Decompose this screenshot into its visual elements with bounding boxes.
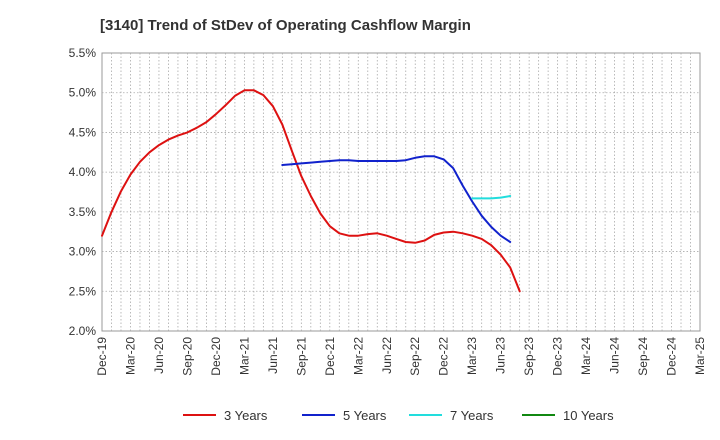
y-axis-ticks: 2.0% 2.5% 3.0% 3.5% 4.0% 4.5% 5.0% 5.5%: [69, 46, 97, 338]
x-tick-label: Dec-23: [551, 337, 565, 376]
legend: 3 Years 5 Years 7 Years 10 Years: [183, 408, 614, 423]
x-tick-label: Sep-20: [180, 337, 194, 376]
legend-label: 7 Years: [450, 408, 494, 423]
x-tick-label: Dec-21: [323, 337, 337, 376]
y-tick-label: 5.5%: [69, 46, 97, 60]
chart-title: [3140] Trend of StDev of Operating Cashf…: [100, 17, 471, 34]
x-tick-label: Mar-22: [351, 337, 365, 375]
x-tick-label: Sep-24: [636, 337, 650, 376]
x-tick-label: Mar-23: [465, 337, 479, 375]
y-tick-label: 3.0%: [69, 245, 97, 259]
x-tick-label: Sep-22: [408, 337, 422, 376]
series-line-3-years: [101, 89, 521, 293]
x-tick-label: Dec-24: [665, 337, 679, 376]
y-tick-label: 3.5%: [69, 205, 97, 219]
y-tick-label: 4.5%: [69, 125, 97, 139]
x-tick-label: Mar-25: [693, 337, 707, 375]
x-tick-label: Jun-24: [608, 337, 622, 374]
x-axis-ticks: Dec-19 Mar-20 Jun-20 Sep-20 Dec-20 Mar-21 Jun-…: [95, 337, 707, 376]
x-tick-label: Sep-21: [294, 337, 308, 376]
plot-frame: [101, 52, 701, 332]
x-tick-label: Jun-23: [494, 337, 508, 374]
y-tick-label: 4.0%: [69, 165, 97, 179]
plot-area: [101, 52, 701, 332]
x-tick-label: Sep-23: [522, 337, 536, 376]
x-tick-label: Jun-22: [380, 337, 394, 374]
x-tick-label: Mar-20: [123, 337, 137, 375]
series-line-5-years: [281, 155, 512, 243]
legend-label: 3 Years: [224, 408, 268, 423]
vertical-gridlines: [111, 53, 691, 331]
x-tick-label: Dec-22: [437, 337, 451, 376]
series-lines: [101, 89, 521, 293]
y-tick-label: 2.5%: [69, 284, 97, 298]
legend-label: 5 Years: [343, 408, 387, 423]
legend-label: 10 Years: [563, 408, 614, 423]
horizontal-gridlines: [102, 92, 700, 292]
x-tick-label: Mar-24: [579, 337, 593, 375]
x-tick-label: Dec-19: [95, 337, 109, 376]
series-line-7-years: [471, 195, 512, 200]
x-tick-label: Mar-21: [237, 337, 251, 375]
y-tick-label: 2.0%: [69, 324, 97, 338]
y-tick-label: 5.0%: [69, 86, 97, 100]
x-tick-label: Jun-20: [152, 337, 166, 374]
x-tick-label: Jun-21: [266, 337, 280, 374]
x-tick-label: Dec-20: [209, 337, 223, 376]
